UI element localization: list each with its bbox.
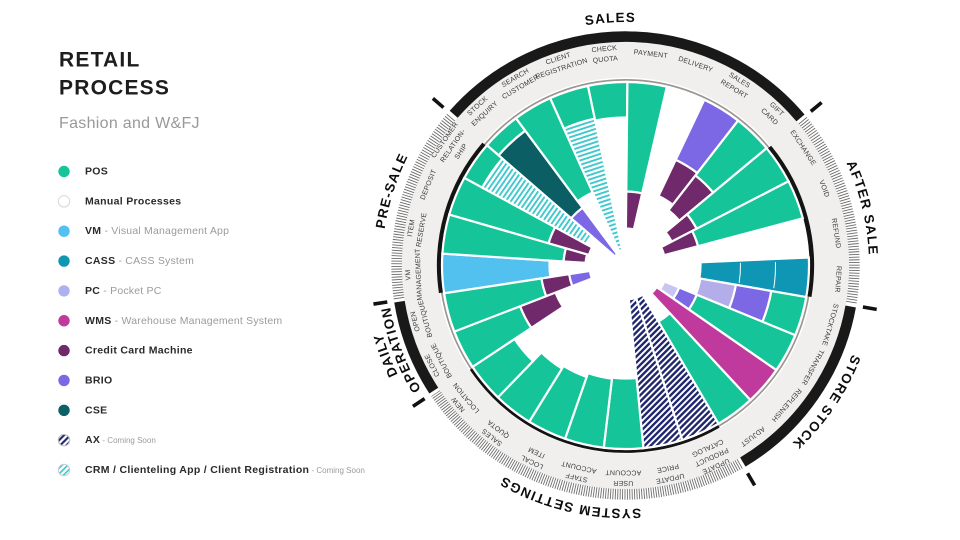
- svg-text:CRM / Clienteling App / Client: CRM / Clienteling App / Client Registrat…: [85, 464, 365, 476]
- svg-text:ITEM: ITEM: [407, 219, 417, 237]
- svg-text:Fashion and W&FJ: Fashion and W&FJ: [59, 115, 200, 132]
- svg-text:USER: USER: [613, 479, 633, 486]
- svg-text:REPAIR: REPAIR: [833, 266, 842, 293]
- svg-text:CASS - CASS System: CASS - CASS System: [85, 255, 194, 267]
- svg-text:AX - Coming Soon: AX - Coming Soon: [85, 434, 156, 446]
- svg-text:CHECK: CHECK: [591, 45, 617, 54]
- svg-text:PRICE: PRICE: [656, 462, 679, 473]
- svg-text:CSE: CSE: [85, 404, 108, 416]
- svg-text:PAYMENT: PAYMENT: [633, 49, 668, 60]
- svg-text:PROCESS: PROCESS: [59, 77, 170, 100]
- svg-text:STAFF: STAFF: [565, 471, 589, 483]
- svg-text:BRIO: BRIO: [85, 374, 112, 386]
- svg-text:MANAGEMENT: MANAGEMENT: [415, 248, 424, 301]
- svg-text:POS: POS: [85, 166, 108, 178]
- svg-text:ACCOUNT: ACCOUNT: [605, 468, 642, 475]
- svg-text:RETAIL: RETAIL: [59, 49, 140, 72]
- svg-text:REFUND: REFUND: [830, 218, 842, 249]
- svg-text:VM: VM: [405, 269, 412, 280]
- svg-text:PC - Pocket PC: PC - Pocket PC: [85, 285, 162, 297]
- svg-text:QUOTA: QUOTA: [592, 55, 618, 64]
- svg-text:WMS - Warehouse Management Sys: WMS - Warehouse Management System: [85, 315, 282, 327]
- svg-text:Manual Processes: Manual Processes: [85, 195, 181, 207]
- svg-text:SALES: SALES: [584, 10, 636, 28]
- svg-text:Credit Card Machine: Credit Card Machine: [85, 345, 193, 357]
- svg-text:VM - Visual Management App: VM - Visual Management App: [85, 225, 229, 237]
